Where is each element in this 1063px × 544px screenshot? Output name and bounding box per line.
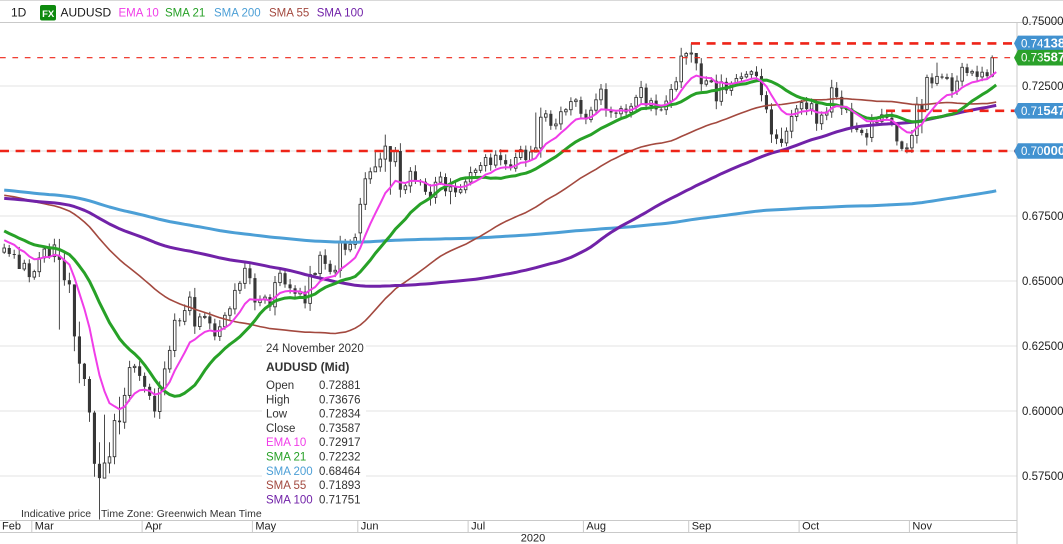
svg-text:Aug: Aug [586, 521, 606, 533]
svg-text:SMA 200: SMA 200 [214, 8, 261, 20]
svg-text:0.71893: 0.71893 [319, 480, 361, 492]
svg-text:EMA 10: EMA 10 [119, 8, 159, 20]
svg-text:Apr: Apr [145, 521, 162, 533]
svg-text:EMA 10: EMA 10 [266, 437, 306, 449]
svg-text:0.65000: 0.65000 [1022, 276, 1063, 288]
svg-text:Time Zone: Greenwich Mean Time: Time Zone: Greenwich Mean Time [101, 508, 262, 520]
svg-text:0.72500: 0.72500 [1022, 81, 1063, 93]
svg-text:0.72917: 0.72917 [319, 437, 361, 449]
svg-text:SMA 100: SMA 100 [266, 494, 313, 506]
svg-text:Mar: Mar [35, 521, 54, 533]
svg-text:0.74138: 0.74138 [1021, 35, 1063, 50]
svg-text:0.75000: 0.75000 [1022, 16, 1063, 28]
svg-text:1D: 1D [11, 6, 27, 20]
svg-text:0.62500: 0.62500 [1022, 341, 1063, 353]
svg-text:High: High [266, 394, 290, 406]
svg-text:Jun: Jun [361, 521, 379, 533]
svg-text:2020: 2020 [521, 533, 545, 544]
svg-text:Oct: Oct [802, 521, 819, 533]
svg-text:Feb: Feb [2, 521, 21, 533]
svg-text:SMA 55: SMA 55 [266, 480, 306, 492]
svg-text:0.72881: 0.72881 [319, 380, 361, 392]
svg-text:SMA 21: SMA 21 [266, 452, 306, 464]
svg-text:0.73676: 0.73676 [319, 394, 361, 406]
svg-text:Open: Open [266, 380, 294, 392]
svg-text:SMA 200: SMA 200 [266, 466, 313, 478]
svg-text:Close: Close [266, 423, 295, 435]
svg-text:AUDUSD (Mid): AUDUSD (Mid) [266, 360, 349, 374]
svg-text:Jul: Jul [471, 521, 485, 533]
svg-text:May: May [255, 521, 276, 533]
svg-text:0.72232: 0.72232 [319, 452, 361, 464]
svg-text:AUDUSD: AUDUSD [61, 6, 112, 20]
svg-text:SMA 100: SMA 100 [317, 8, 364, 20]
svg-text:0.73587: 0.73587 [319, 423, 361, 435]
svg-text:0.71751: 0.71751 [319, 494, 361, 506]
svg-text:0.72834: 0.72834 [319, 409, 361, 421]
svg-text:0.57500: 0.57500 [1022, 471, 1063, 483]
svg-text:0.71547: 0.71547 [1021, 103, 1063, 118]
svg-text:Sep: Sep [692, 521, 712, 533]
svg-text:0.67500: 0.67500 [1022, 211, 1063, 223]
svg-text:0.60000: 0.60000 [1022, 406, 1063, 418]
svg-text:Indicative price: Indicative price [21, 508, 91, 520]
svg-text:Low: Low [266, 409, 288, 421]
svg-text:FX: FX [42, 9, 55, 20]
svg-text:24 November 2020: 24 November 2020 [266, 343, 364, 355]
svg-text:0.68464: 0.68464 [319, 466, 361, 478]
svg-text:0.73587: 0.73587 [1021, 50, 1063, 65]
svg-text:0.70000: 0.70000 [1021, 143, 1063, 158]
svg-text:SMA 55: SMA 55 [269, 8, 309, 20]
svg-text:Nov: Nov [912, 521, 932, 533]
svg-text:SMA 21: SMA 21 [165, 8, 205, 20]
